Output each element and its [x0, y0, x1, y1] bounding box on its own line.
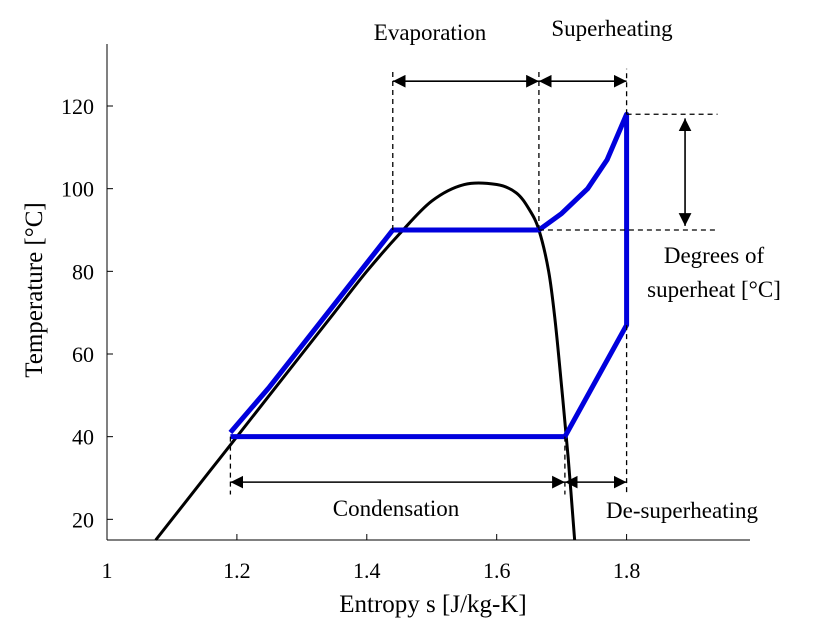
- x-tick-label: 1.4: [353, 558, 381, 583]
- y-tick-label: 40: [72, 425, 94, 450]
- y-tick-label: 120: [61, 94, 94, 119]
- evaporation-label: Evaporation: [374, 20, 487, 45]
- y-tick-label: 100: [61, 177, 94, 202]
- x-tick-label: 1.6: [483, 558, 511, 583]
- x-tick-label: 1.8: [613, 558, 641, 583]
- condensation-label: Condensation: [333, 496, 460, 521]
- y-tick-label: 60: [72, 342, 94, 367]
- y-tick-label: 80: [72, 259, 94, 284]
- saturation-dome-curve: [154, 181, 577, 541]
- annotations: Evaporation Superheating Condensation De…: [229, 16, 781, 523]
- de-superheating-label: De-superheating: [606, 498, 758, 523]
- x-tick-label: 1: [102, 558, 113, 583]
- axis-ticks: 1 1.2 1.4 1.6 1.8 20 40 60 80 100 120: [61, 94, 640, 583]
- superheating-label: Superheating: [551, 16, 673, 41]
- degrees-of-superheat-label-line1: Degrees of: [664, 243, 765, 268]
- cycle-curve: [228, 111, 630, 440]
- degrees-of-superheat-label-line2: superheat [°C]: [647, 277, 781, 302]
- y-axis-title: Temperature [°C]: [21, 202, 48, 378]
- x-axis-title: Entropy s [J/kg-K]: [339, 591, 526, 618]
- x-tick-label: 1.2: [223, 558, 251, 583]
- y-tick-label: 20: [72, 507, 94, 532]
